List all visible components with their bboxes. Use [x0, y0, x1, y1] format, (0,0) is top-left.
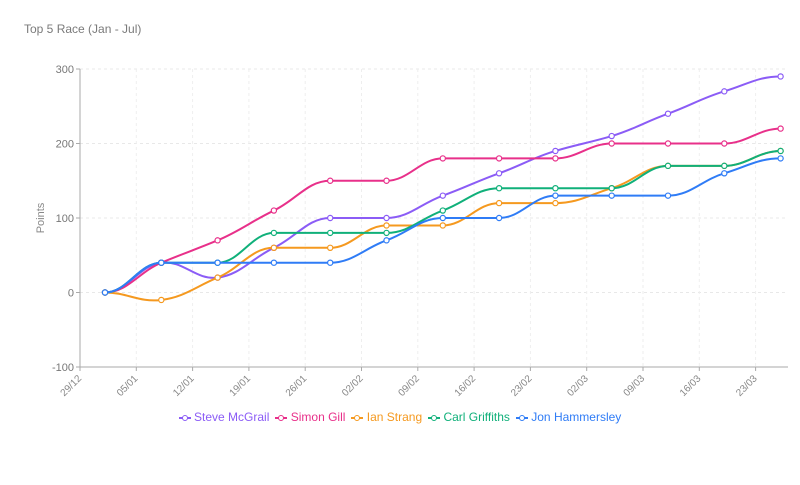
legend-label: Simon Gill — [287, 410, 346, 424]
x-tick-label: 02/02 — [340, 373, 366, 399]
data-point[interactable] — [383, 222, 390, 229]
data-point[interactable] — [552, 147, 559, 155]
legend-item[interactable]: Simon Gill — [275, 410, 345, 424]
data-point[interactable] — [158, 259, 165, 266]
legend-item[interactable]: Jon Hammersley — [515, 410, 622, 424]
data-point[interactable] — [439, 214, 446, 222]
legend-label: Steve McGrail — [190, 410, 270, 424]
data-point[interactable] — [327, 214, 334, 222]
data-point[interactable] — [608, 132, 615, 140]
legend-item[interactable]: Steve McGrail — [178, 410, 270, 424]
data-point[interactable] — [495, 170, 503, 177]
data-point[interactable] — [664, 192, 672, 199]
legend-label: Ian Strang — [363, 410, 423, 424]
series-line — [104, 149, 781, 294]
x-tick-label: 12/01 — [171, 373, 197, 399]
x-tick-label: 23/03 — [734, 373, 760, 399]
series-ian-strang — [101, 147, 784, 304]
data-point[interactable] — [608, 140, 615, 147]
data-point[interactable] — [721, 170, 728, 177]
data-point[interactable] — [495, 184, 503, 192]
series-carl-griffiths — [101, 147, 784, 296]
data-point[interactable] — [721, 162, 728, 170]
x-tick-label: 16/03 — [678, 373, 704, 399]
x-tick-label: 29/12 — [59, 373, 85, 399]
chart-title: Top 5 Race (Jan - Jul) — [24, 22, 142, 36]
x-tick-label: 23/02 — [509, 373, 535, 399]
chart-legend: Steve McGrail Simon Gill Ian Strang Carl… — [0, 410, 800, 424]
x-tick-label: 02/03 — [565, 373, 591, 399]
x-tick-label: 26/01 — [284, 373, 310, 399]
x-tick-label: 19/01 — [228, 373, 254, 399]
series-line — [104, 75, 781, 294]
legend-line-marker-icon — [351, 414, 364, 422]
data-point[interactable] — [270, 229, 278, 237]
y-tick-label: 100 — [56, 213, 74, 225]
data-point[interactable] — [158, 296, 165, 304]
data-point[interactable] — [777, 155, 784, 162]
x-tick-label: 09/03 — [622, 373, 648, 399]
data-point[interactable] — [552, 199, 559, 207]
data-point[interactable] — [327, 229, 334, 237]
data-point[interactable] — [439, 155, 446, 162]
data-point[interactable] — [664, 162, 672, 170]
data-point[interactable] — [214, 237, 221, 244]
data-point[interactable] — [495, 155, 503, 162]
data-point[interactable] — [327, 259, 334, 266]
legend-line-marker-icon — [428, 414, 441, 422]
series-jon-hammersley — [101, 155, 784, 296]
data-point[interactable] — [383, 214, 390, 222]
data-point[interactable] — [214, 274, 221, 281]
y-axis-label: Points — [35, 202, 47, 233]
legend-label: Carl Griffiths — [440, 410, 510, 424]
y-tick-label: 200 — [56, 139, 74, 151]
data-point[interactable] — [495, 199, 503, 207]
legend-item[interactable]: Carl Griffiths — [428, 410, 510, 424]
data-point[interactable] — [552, 192, 559, 199]
data-point[interactable] — [608, 184, 615, 192]
data-point[interactable] — [383, 177, 390, 184]
legend-line-marker-icon — [275, 414, 288, 422]
data-point[interactable] — [101, 289, 109, 296]
data-point[interactable] — [608, 192, 615, 199]
data-point[interactable] — [270, 207, 278, 214]
data-point[interactable] — [721, 140, 728, 147]
y-tick-label: -100 — [52, 362, 74, 374]
data-point[interactable] — [664, 110, 672, 117]
legend-label: Jon Hammersley — [527, 410, 622, 424]
data-point[interactable] — [777, 147, 784, 155]
data-point[interactable] — [214, 259, 221, 266]
y-tick-label: 300 — [56, 64, 74, 76]
data-point[interactable] — [495, 214, 503, 222]
data-point[interactable] — [439, 207, 446, 214]
legend-line-marker-icon — [515, 414, 528, 422]
data-point[interactable] — [439, 222, 446, 229]
x-tick-label: 05/01 — [115, 373, 141, 399]
data-point[interactable] — [552, 155, 559, 162]
data-point[interactable] — [777, 125, 784, 132]
data-point[interactable] — [270, 244, 278, 251]
legend-line-marker-icon — [178, 414, 191, 422]
data-point[interactable] — [270, 259, 278, 266]
x-tick-label: 16/02 — [453, 373, 479, 399]
data-point[interactable] — [383, 237, 390, 244]
data-point[interactable] — [721, 88, 728, 95]
data-point[interactable] — [552, 184, 559, 192]
data-point[interactable] — [383, 229, 390, 237]
legend-item[interactable]: Ian Strang — [351, 410, 422, 424]
data-point[interactable] — [777, 73, 784, 80]
data-point[interactable] — [439, 192, 446, 199]
data-point[interactable] — [664, 140, 672, 147]
y-tick-label: 0 — [68, 288, 74, 300]
data-point[interactable] — [327, 177, 334, 184]
data-point[interactable] — [327, 244, 334, 251]
x-tick-label: 09/02 — [396, 373, 422, 399]
